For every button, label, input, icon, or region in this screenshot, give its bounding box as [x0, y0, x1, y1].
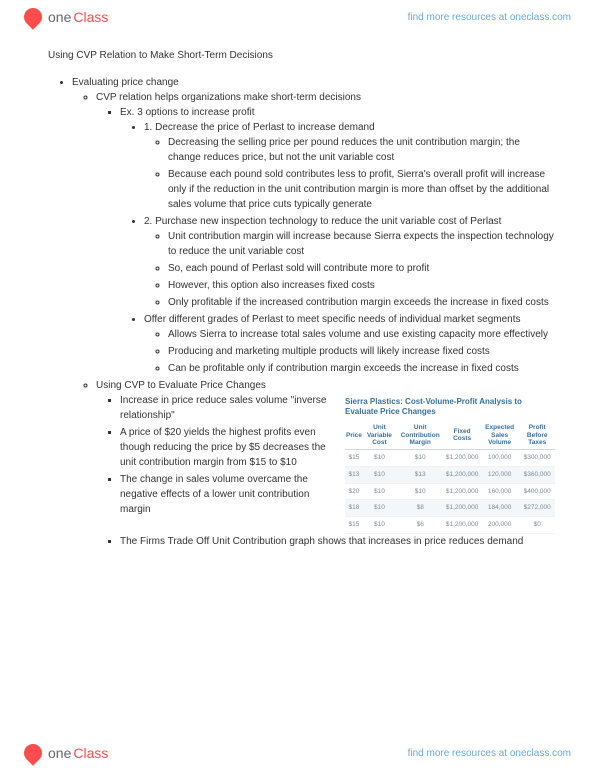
cell: $272,000 — [519, 500, 555, 517]
cell: $20 — [345, 483, 363, 500]
t-ucvp-c: The change in sales volume overcame the … — [120, 474, 309, 515]
t-opt2c: However, this option also increases fixe… — [168, 280, 375, 291]
t-cvp-helps: CVP relation helps organizations make sh… — [96, 92, 361, 103]
li-opt2d: Only profitable if the increased contrib… — [168, 295, 555, 310]
chart-header-row: Price Unit Variable Cost Unit Contributi… — [345, 422, 555, 450]
t-opt1b: Because each pound sold contributes less… — [168, 169, 549, 210]
li-ucvp-d: The Firms Trade Off Unit Contribution gr… — [120, 534, 555, 549]
cell: $1,200,000 — [444, 500, 479, 517]
li-opt2b: So, each pound of Perlast sold will cont… — [168, 261, 555, 276]
cell: $10 — [396, 450, 444, 467]
cell: $13 — [396, 466, 444, 483]
header-link[interactable]: find more resources at oneclass.com — [408, 12, 571, 23]
t-opt3c: Can be profitable only if contribution m… — [168, 363, 519, 374]
cell: $10 — [363, 500, 396, 517]
t-use-cvp: Using CVP to Evaluate Price Changes — [96, 380, 266, 391]
brand-text-one: one — [48, 9, 71, 25]
brand-drop-icon — [20, 4, 45, 29]
cell: $10 — [363, 466, 396, 483]
t-opt2a: Unit contribution margin will increase b… — [168, 231, 554, 257]
li-ucvp-a: Increase in price reduce sales volume "i… — [120, 393, 337, 423]
li-opt2a: Unit contribution margin will increase b… — [168, 229, 555, 259]
t-ucvp-b: A price of $20 yields the highest profit… — [120, 427, 326, 468]
chart-box: Sierra Plastics: Cost-Volume-Profit Anal… — [345, 397, 555, 534]
t-ucvp-a: Increase in price reduce sales volume "i… — [120, 395, 326, 421]
doc-title: Using CVP Relation to Make Short-Term De… — [48, 48, 555, 63]
li-use-cvp: Using CVP to Evaluate Price Changes Sier… — [96, 378, 555, 549]
li-ex3: Ex. 3 options to increase profit 1. Decr… — [120, 105, 555, 376]
table-row: $18$10$8$1,200,000184,000$272,000 — [345, 500, 555, 517]
t-opt1: 1. Decrease the price of Perlast to incr… — [144, 122, 375, 133]
li-opt3c: Can be profitable only if contribution m… — [168, 361, 555, 376]
chart-table: Price Unit Variable Cost Unit Contributi… — [345, 422, 555, 534]
page-header: one Class find more resources at oneclas… — [0, 0, 595, 34]
th-1: Unit Variable Cost — [363, 422, 396, 450]
li-ucvp-b: A price of $20 yields the highest profit… — [120, 425, 337, 470]
th-4: Expected Sales Volume — [480, 422, 520, 450]
cell: $15 — [345, 450, 363, 467]
brand-drop-icon — [20, 740, 45, 765]
brand-text-one-f: one — [48, 745, 71, 761]
cell: $300,000 — [519, 450, 555, 467]
footer-link[interactable]: find more resources at oneclass.com — [408, 748, 571, 759]
t-opt2b: So, each pound of Perlast sold will cont… — [168, 263, 429, 274]
chart-title: Sierra Plastics: Cost-Volume-Profit Anal… — [345, 397, 555, 418]
cell: 100,000 — [480, 450, 520, 467]
cell: $400,000 — [519, 483, 555, 500]
cell: $1,200,000 — [444, 450, 479, 467]
cell: $10 — [363, 483, 396, 500]
page-footer: one Class find more resources at oneclas… — [0, 736, 595, 770]
th-5: Profit Before Taxes — [519, 422, 555, 450]
t-opt2: 2. Purchase new inspection technology to… — [144, 216, 501, 227]
cell: $10 — [396, 483, 444, 500]
t-ex3: Ex. 3 options to increase profit — [120, 107, 255, 118]
table-row: $15$10$6$1,200,000200,000$0 — [345, 517, 555, 534]
th-3: Fixed Costs — [444, 422, 479, 450]
li-opt3b: Producing and marketing multiple product… — [168, 344, 555, 359]
cell: 184,000 — [480, 500, 520, 517]
brand-logo: one Class — [24, 8, 108, 26]
t-opt3: Offer different grades of Perlast to mee… — [144, 314, 521, 325]
th-0: Price — [345, 422, 363, 450]
cell: $1,200,000 — [444, 517, 479, 534]
cell: $1,200,000 — [444, 466, 479, 483]
li-opt3: Offer different grades of Perlast to mee… — [144, 312, 555, 376]
li-ucvp-c: The change in sales volume overcame the … — [120, 472, 337, 517]
cell: $1,200,000 — [444, 483, 479, 500]
li-cvp-helps: CVP relation helps organizations make sh… — [96, 90, 555, 376]
t-opt1a: Decreasing the selling price per pound r… — [168, 137, 520, 163]
cell: 200,000 — [480, 517, 520, 534]
brand-text-class: Class — [73, 9, 108, 25]
cell: $18 — [345, 500, 363, 517]
table-row: $20$10$10$1,200,000160,000$400,000 — [345, 483, 555, 500]
li-opt1: 1. Decrease the price of Perlast to incr… — [144, 120, 555, 212]
t-opt2d: Only profitable if the increased contrib… — [168, 297, 549, 308]
table-row: $13$10$13$1,200,000120,000$360,000 — [345, 466, 555, 483]
li-opt1b: Because each pound sold contributes less… — [168, 167, 555, 212]
brand-logo-footer: one Class — [24, 744, 108, 762]
brand-text-class-f: Class — [73, 745, 108, 761]
cell: $0 — [519, 517, 555, 534]
th-2: Unit Contribution Margin — [396, 422, 444, 450]
li-opt2: 2. Purchase new inspection technology to… — [144, 214, 555, 310]
t-ucvp-d: The Firms Trade Off Unit Contribution gr… — [120, 536, 523, 547]
cell: $360,000 — [519, 466, 555, 483]
li-eval: Evaluating price change CVP relation hel… — [72, 75, 555, 549]
t-eval: Evaluating price change — [72, 77, 179, 88]
cell: $8 — [396, 500, 444, 517]
document-body: Using CVP Relation to Make Short-Term De… — [48, 48, 555, 722]
table-row: $15$10$10$1,200,000100,000$300,000 — [345, 450, 555, 467]
cell: $13 — [345, 466, 363, 483]
t-opt3a: Allows Sierra to increase total sales vo… — [168, 329, 548, 340]
cell: $10 — [363, 450, 396, 467]
t-opt3b: Producing and marketing multiple product… — [168, 346, 490, 357]
cell: $10 — [363, 517, 396, 534]
cell: $15 — [345, 517, 363, 534]
li-opt2c: However, this option also increases fixe… — [168, 278, 555, 293]
cell: 160,000 — [480, 483, 520, 500]
li-opt1a: Decreasing the selling price per pound r… — [168, 135, 555, 165]
li-opt3a: Allows Sierra to increase total sales vo… — [168, 327, 555, 342]
cell: $6 — [396, 517, 444, 534]
cell: 120,000 — [480, 466, 520, 483]
